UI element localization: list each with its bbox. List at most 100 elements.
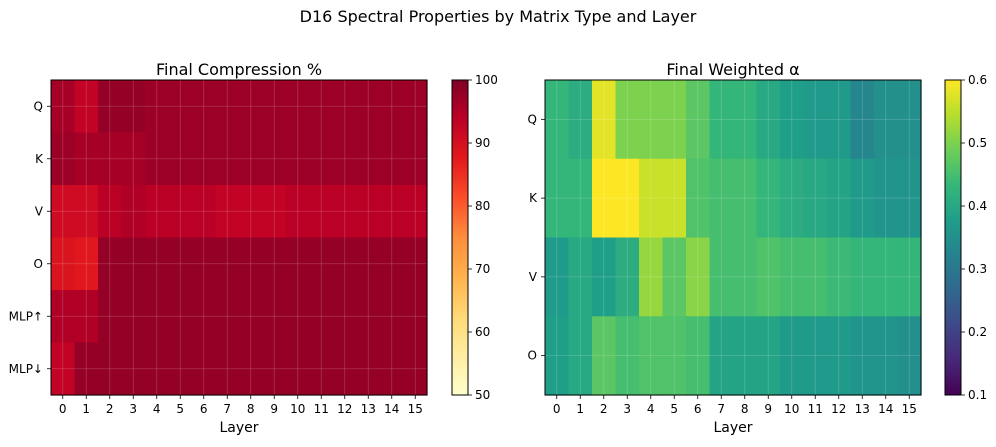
compression-xlabel: Layer: [219, 420, 258, 436]
compression-cell: [403, 132, 428, 186]
compression-y-ticks: Q K V O MLP↑ MLP↓: [9, 99, 51, 376]
compression-cell: [51, 290, 76, 344]
compression-cell: [286, 237, 311, 291]
compression-cell: [192, 185, 217, 239]
alpha-title: Final Weighted α: [666, 60, 799, 79]
compression-cell: [215, 290, 240, 344]
compression-cell: [286, 342, 311, 396]
alpha-cell: [803, 80, 828, 160]
compression-cell: [380, 237, 405, 291]
alpha-cell: [662, 80, 687, 160]
compression-cell: [356, 290, 381, 344]
alpha-x-tick-label: 11: [808, 402, 823, 416]
compression-cell: [98, 290, 123, 344]
compression-colorbar-tick-label: 50: [475, 388, 490, 402]
alpha-cell: [615, 80, 640, 160]
compression-cell: [239, 290, 264, 344]
alpha-cell: [827, 80, 852, 160]
compression-cell: [215, 132, 240, 186]
alpha-cell: [780, 316, 805, 396]
compression-cell: [309, 185, 334, 239]
compression-cell: [380, 290, 405, 344]
alpha-cell: [827, 237, 852, 317]
alpha-frame: [544, 79, 922, 396]
alpha-cell: [639, 158, 664, 239]
alpha-cell: [827, 316, 852, 396]
compression-x-ticks: 0 1 2 3 4 5 6 7 8 9 10 11 12 13 14 15: [59, 395, 423, 416]
compression-title: Final Compression %: [156, 60, 322, 79]
compression-cell: [239, 237, 264, 291]
compression-cell: [168, 237, 193, 291]
compression-cell: [239, 185, 264, 239]
alpha-cell: [686, 158, 711, 239]
compression-cell: [192, 132, 217, 186]
compression-cell: [215, 342, 240, 396]
alpha-cell: [568, 237, 593, 317]
alpha-cell: [592, 158, 617, 239]
compression-cell: [192, 80, 217, 134]
compression-x-tick-label: 3: [129, 402, 137, 416]
compression-cell: [121, 342, 146, 396]
alpha-cell: [686, 80, 711, 160]
compression-cell: [286, 185, 311, 239]
alpha-cell: [545, 316, 570, 396]
compression-colorbar-tick-label: 70: [475, 262, 490, 276]
compression-cell: [121, 290, 146, 344]
compression-cell: [309, 132, 334, 186]
alpha-x-tick-label: 12: [831, 402, 846, 416]
alpha-colorbar-tick-label: 0.2: [968, 325, 987, 339]
alpha-colorbar-tick-label: 0.4: [968, 199, 987, 213]
alpha-cell: [709, 316, 734, 396]
alpha-cell: [545, 158, 570, 239]
alpha-x-tick-label: 5: [670, 402, 678, 416]
compression-cell: [262, 185, 287, 239]
alpha-cell: [850, 158, 875, 239]
compression-x-tick-label: 2: [106, 402, 114, 416]
compression-cell: [145, 185, 170, 239]
compression-cell: [262, 132, 287, 186]
alpha-cell: [850, 80, 875, 160]
compression-cell: [74, 290, 99, 344]
alpha-cell: [686, 237, 711, 317]
alpha-cell: [756, 316, 781, 396]
alpha-x-tick-label: 8: [741, 402, 749, 416]
compression-cell: [262, 290, 287, 344]
alpha-cell: [662, 158, 687, 239]
compression-cell: [380, 342, 405, 396]
alpha-cell: [874, 158, 899, 239]
alpha-cell: [592, 237, 617, 317]
compression-cell: [192, 290, 217, 344]
alpha-cell: [897, 237, 922, 317]
alpha-x-tick-label: 1: [576, 402, 584, 416]
alpha-cell: [592, 80, 617, 160]
alpha-cell: [756, 158, 781, 239]
compression-cell: [403, 290, 428, 344]
compression-cell: [215, 80, 240, 134]
compression-cell: [51, 342, 76, 396]
compression-cell: [51, 237, 76, 291]
compression-x-tick-label: 12: [337, 402, 352, 416]
alpha-y-tick-label: K: [529, 191, 538, 205]
compression-y-tick-label: O: [34, 257, 43, 271]
compression-cell: [51, 132, 76, 186]
compression-x-tick-label: 7: [223, 402, 231, 416]
alpha-cell: [639, 80, 664, 160]
alpha-x-tick-label: 15: [902, 402, 917, 416]
compression-cell: [168, 132, 193, 186]
compression-cell: [74, 237, 99, 291]
alpha-cell: [803, 237, 828, 317]
compression-x-tick-label: 1: [82, 402, 90, 416]
alpha-cell: [780, 237, 805, 317]
compression-cell: [168, 342, 193, 396]
alpha-cell: [615, 316, 640, 396]
alpha-y-ticks: Q K V O: [528, 112, 545, 363]
compression-cell: [309, 342, 334, 396]
compression-cell: [168, 290, 193, 344]
compression-cell: [145, 132, 170, 186]
alpha-colorbar-gradient: [944, 79, 962, 396]
compression-grid: [51, 80, 427, 395]
compression-colorbar-tick-label: 60: [475, 325, 490, 339]
alpha-cell: [874, 316, 899, 396]
alpha-cell: [733, 80, 758, 160]
alpha-cell: [803, 158, 828, 239]
